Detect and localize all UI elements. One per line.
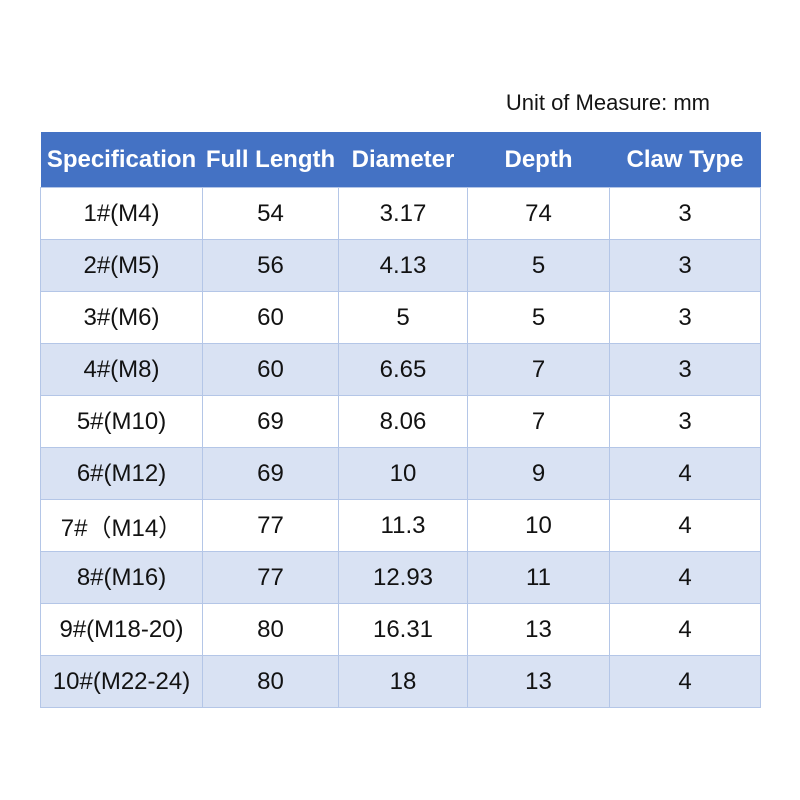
table-cell: 13 [467,603,610,656]
table-cell: 6.65 [338,343,468,396]
table-cell: 11.3 [338,499,468,552]
table-row: 7#（M14） 77 11.3 10 4 [40,499,761,552]
table-cell: 4 [609,655,761,708]
table-header-row: Specification Full Length Diameter Depth Cla… [40,132,761,188]
column-header: Claw Type [609,132,761,188]
table-row: 8#(M16) 77 12.93 11 4 [40,551,761,604]
table-cell: 16.31 [338,603,468,656]
table-cell: 4 [609,603,761,656]
table-cell: 4#(M8) [40,343,203,396]
table-cell: 2#(M5) [40,239,203,292]
table-cell: 5#(M10) [40,395,203,448]
spec-table: Specification Full Length Diameter Depth Cla… [40,132,761,708]
table-row: 5#(M10) 69 8.06 7 3 [40,395,761,448]
table-cell: 3 [609,187,761,240]
table-cell: 60 [202,291,339,344]
table-cell: 11 [467,551,610,604]
table-cell: 18 [338,655,468,708]
table-cell: 56 [202,239,339,292]
table-cell: 10 [467,499,610,552]
table-cell: 4 [609,499,761,552]
table-cell: 77 [202,499,339,552]
table-cell: 6#(M12) [40,447,203,500]
table-header: Specification Full Length Diameter Depth Cla… [40,132,761,188]
table-cell: 3.17 [338,187,468,240]
table-cell: 4 [609,447,761,500]
table-cell: 12.93 [338,551,468,604]
table-row: 1#(M4) 54 3.17 74 3 [40,187,761,240]
table-cell: 13 [467,655,610,708]
column-header: Depth [467,132,610,188]
table-cell: 8#(M16) [40,551,203,604]
table-cell: 8.06 [338,395,468,448]
table-cell: 3#(M6) [40,291,203,344]
table-row: 9#(M18-20) 80 16.31 13 4 [40,603,761,656]
table-row: 4#(M8) 60 6.65 7 3 [40,343,761,396]
table-cell: 5 [467,291,610,344]
table-cell: 10#(M22-24) [40,655,203,708]
table-cell: 3 [609,291,761,344]
table-row: 10#(M22-24) 80 18 13 4 [40,655,761,708]
table-cell: 9 [467,447,610,500]
table-cell: 69 [202,447,339,500]
table-cell: 54 [202,187,339,240]
table-cell: 4.13 [338,239,468,292]
table-cell: 4 [609,551,761,604]
table-cell: 74 [467,187,610,240]
table-cell: 80 [202,603,339,656]
table-body: 1#(M4) 54 3.17 74 3 2#(M5) 56 4.13 5 3 3#(M6) 60 5 5 3… [40,187,761,708]
table-cell: 5 [338,291,468,344]
unit-of-measure-note: Unit of Measure: mm [505,90,710,115]
table-cell: 77 [202,551,339,604]
table-cell: 10 [338,447,468,500]
table-cell: 5 [467,239,610,292]
column-header: Diameter [338,132,468,188]
column-header: Specification [40,132,203,188]
table-cell: 60 [202,343,339,396]
table-cell: 3 [609,239,761,292]
column-header: Full Length [202,132,339,188]
table-cell: 3 [609,343,761,396]
table-cell: 80 [202,655,339,708]
table-cell: 1#(M4) [40,187,203,240]
table-cell: 7 [467,343,610,396]
table-cell: 7 [467,395,610,448]
table-cell: 3 [609,395,761,448]
table-row: 6#(M12) 69 10 9 4 [40,447,761,500]
table-cell: 9#(M18-20) [40,603,203,656]
table-row: 3#(M6) 60 5 5 3 [40,291,761,344]
table-row: 2#(M5) 56 4.13 5 3 [40,239,761,292]
table-cell: 69 [202,395,339,448]
table-cell: 7#（M14） [40,499,203,552]
